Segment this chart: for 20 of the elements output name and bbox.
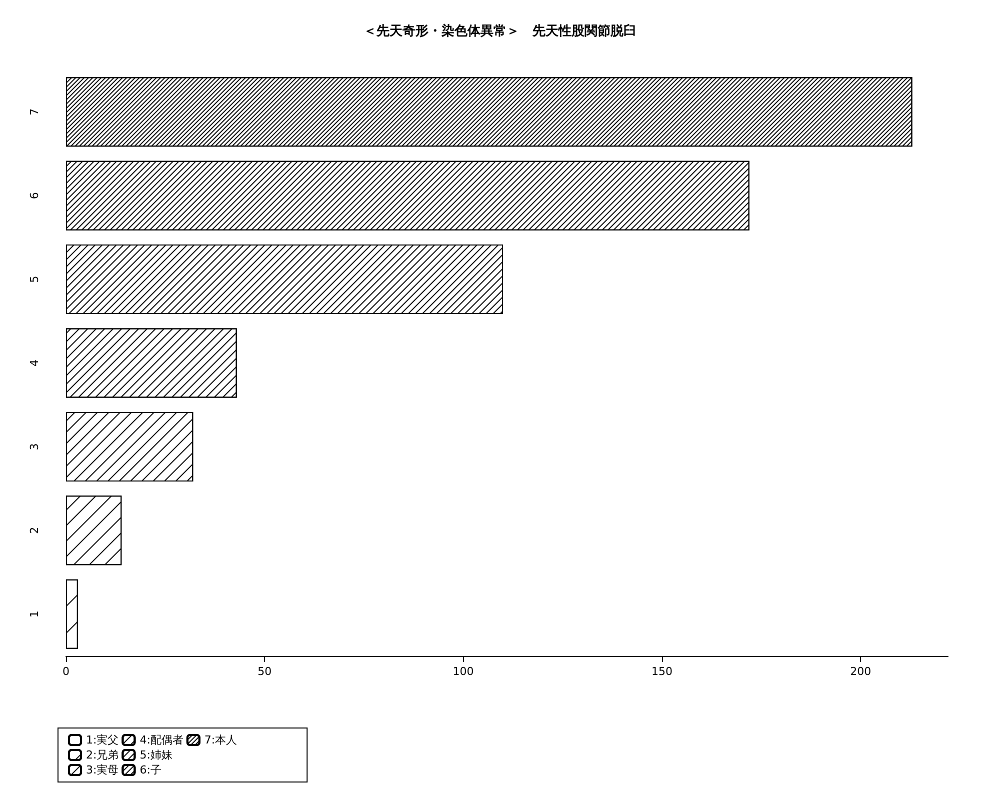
x-tick-label: 50 bbox=[258, 665, 272, 678]
legend-label: 2:兄弟 bbox=[86, 748, 119, 762]
x-tick-label: 200 bbox=[850, 665, 872, 678]
legend-label: 1:実父 bbox=[86, 734, 119, 746]
chart-title: ＜先天奇形・染色体異常＞ 先天性股関節脱臼 bbox=[364, 23, 636, 39]
x-tick-label: 150 bbox=[651, 665, 672, 678]
y-tick-label: 7 bbox=[28, 108, 41, 116]
y-tick-label: 1 bbox=[28, 610, 41, 618]
x-tick-label: 0 bbox=[62, 665, 70, 678]
y-tick-label: 4 bbox=[28, 360, 41, 366]
y-tick-label: 2 bbox=[28, 526, 41, 534]
legend-label: 5:姉妹 bbox=[140, 748, 172, 762]
legend-label: 7:本人 bbox=[204, 734, 238, 746]
y-tick-label: 6 bbox=[28, 192, 41, 200]
y-tick-label: 5 bbox=[28, 276, 41, 283]
legend-label: 4:配偶者 bbox=[140, 734, 184, 746]
legend-label: 6:子 bbox=[140, 764, 162, 776]
y-tick-label: 3 bbox=[28, 443, 41, 450]
x-tick-label: 100 bbox=[452, 665, 474, 678]
legend-label: 3:実母 bbox=[86, 764, 119, 776]
